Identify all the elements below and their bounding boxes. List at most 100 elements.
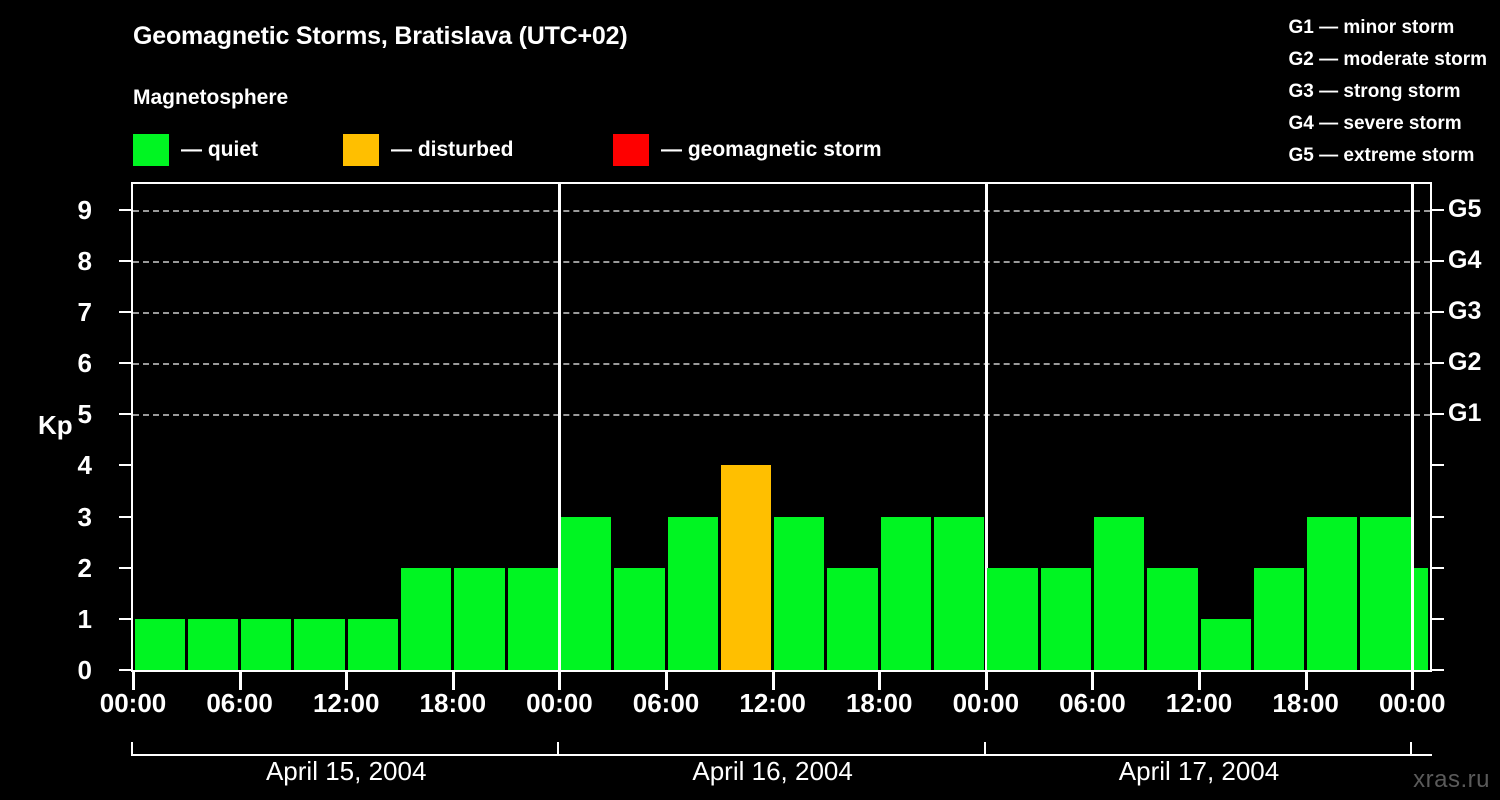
g-tick-mark-kp-9 bbox=[1432, 208, 1444, 211]
x-tick-mark-7 bbox=[878, 672, 882, 690]
day-separator-2 bbox=[984, 184, 988, 670]
legend-entry-label: — disturbed bbox=[391, 138, 514, 161]
x-tick-mark-4 bbox=[558, 672, 562, 690]
legend-entry-label: — geomagnetic storm bbox=[661, 138, 882, 161]
bar bbox=[987, 567, 1038, 670]
y-tick-label-9: 9 bbox=[77, 194, 92, 225]
gridline-kp-7 bbox=[133, 311, 1430, 314]
bar bbox=[720, 465, 772, 670]
x-tick-label-7: 18:00 bbox=[845, 688, 913, 718]
date-band-rule bbox=[131, 754, 1432, 756]
g-tick-mark-kp-7 bbox=[1432, 310, 1444, 313]
bar bbox=[454, 567, 505, 670]
watermark: xras.ru bbox=[1413, 766, 1490, 793]
bar bbox=[241, 618, 292, 670]
y-tick-mark-9 bbox=[119, 208, 131, 211]
g-tick-mark-kp-2 bbox=[1432, 566, 1444, 569]
g-tick-mark-kp-5 bbox=[1432, 413, 1444, 416]
gridline-kp-5 bbox=[133, 414, 1430, 417]
g-tick-mark-kp-0 bbox=[1432, 669, 1444, 671]
bar bbox=[1360, 516, 1411, 670]
y-tick-label-4: 4 bbox=[77, 450, 92, 481]
y-tick-mark-0 bbox=[119, 669, 131, 671]
bar bbox=[1413, 567, 1429, 670]
x-tick-label-5: 06:00 bbox=[632, 688, 700, 718]
bar bbox=[774, 516, 825, 670]
bar bbox=[134, 618, 185, 670]
g-tick-label-G4: G4 bbox=[1448, 245, 1482, 274]
y-tick-label-5: 5 bbox=[77, 399, 92, 430]
legend-entry-0: — quiet bbox=[133, 133, 258, 167]
date-band-tick-2 bbox=[983, 742, 986, 756]
g-tick-label-G5: G5 bbox=[1448, 194, 1482, 223]
y-tick-mark-3 bbox=[119, 515, 131, 518]
bar bbox=[1147, 567, 1198, 670]
x-tick-mark-10 bbox=[1198, 672, 1202, 690]
g-scale-legend: G1 — minor storm G2 — moderate storm G3 — … bbox=[1289, 12, 1488, 172]
y-tick-mark-4 bbox=[119, 464, 131, 467]
bar bbox=[507, 567, 558, 670]
plot-area bbox=[131, 182, 1432, 672]
g-tick-label-G3: G3 bbox=[1448, 296, 1482, 325]
g-tick-mark-kp-4 bbox=[1432, 464, 1444, 467]
bar bbox=[401, 567, 452, 670]
date-label-2: April 17, 2004 bbox=[1118, 756, 1280, 786]
bars-layer bbox=[133, 184, 1430, 670]
bar bbox=[614, 567, 665, 670]
green-square-icon bbox=[133, 134, 169, 166]
g-tick-mark-kp-3 bbox=[1432, 515, 1444, 518]
date-label-0: April 15, 2004 bbox=[265, 756, 427, 786]
x-tick-mark-1 bbox=[238, 672, 242, 690]
gridline-kp-9 bbox=[133, 209, 1430, 212]
x-tick-label-3: 18:00 bbox=[419, 688, 487, 718]
y-tick-label-2: 2 bbox=[77, 552, 92, 583]
g-legend-row-5: G5 — extreme storm bbox=[1288, 145, 1475, 166]
g-tick-label-G2: G2 bbox=[1448, 348, 1482, 377]
bar bbox=[667, 516, 718, 670]
legend-entry-2: — geomagnetic storm bbox=[613, 133, 882, 167]
day-separator-1 bbox=[558, 184, 562, 670]
g-legend-row-1: G1 — minor storm bbox=[1288, 17, 1455, 38]
legend-entry-1: — disturbed bbox=[343, 133, 514, 167]
bar bbox=[827, 567, 878, 670]
bar bbox=[880, 516, 932, 670]
bar bbox=[934, 516, 985, 670]
x-tick-label-12: 00:00 bbox=[1378, 688, 1446, 718]
bar bbox=[1040, 567, 1091, 670]
x-tick-mark-2 bbox=[345, 672, 349, 690]
page-title: Geomagnetic Storms, Bratislava (UTC+02) bbox=[133, 22, 628, 50]
date-band-tick-3 bbox=[1410, 742, 1413, 756]
x-tick-label-8: 00:00 bbox=[952, 688, 1020, 718]
x-tick-mark-3 bbox=[451, 672, 455, 690]
x-tick-mark-0 bbox=[132, 672, 135, 690]
y-tick-mark-5 bbox=[119, 413, 131, 416]
date-band-tick-0 bbox=[131, 742, 133, 756]
y-tick-label-6: 6 bbox=[77, 348, 92, 379]
bar bbox=[560, 516, 612, 670]
bar bbox=[1307, 516, 1358, 670]
g-tick-label-G1: G1 bbox=[1448, 399, 1482, 428]
gridline-kp-6 bbox=[133, 363, 1430, 366]
x-tick-label-11: 18:00 bbox=[1272, 688, 1339, 718]
y-tick-mark-1 bbox=[119, 617, 131, 620]
g-legend-row-2: G2 — moderate storm bbox=[1288, 49, 1488, 70]
x-tick-mark-9 bbox=[1091, 672, 1095, 690]
x-tick-label-0: 00:00 bbox=[99, 688, 167, 718]
bar bbox=[1253, 567, 1305, 670]
g-legend-row-4: G4 — severe storm bbox=[1288, 113, 1462, 134]
x-tick-mark-12 bbox=[1411, 672, 1415, 690]
x-tick-label-6: 12:00 bbox=[739, 688, 806, 718]
bar bbox=[294, 618, 345, 670]
y-tick-mark-7 bbox=[119, 310, 131, 313]
y-tick-label-3: 3 bbox=[77, 501, 92, 532]
magnetosphere-section-label: Magnetosphere bbox=[133, 86, 289, 109]
y-tick-mark-8 bbox=[119, 259, 131, 262]
x-tick-mark-11 bbox=[1304, 672, 1308, 690]
bar bbox=[1200, 618, 1251, 670]
y-tick-label-0: 0 bbox=[77, 655, 92, 685]
g-legend-row-3: G3 — strong storm bbox=[1288, 81, 1461, 102]
bar bbox=[187, 618, 239, 670]
g-tick-mark-kp-8 bbox=[1432, 259, 1444, 262]
orange-square-icon bbox=[343, 134, 379, 166]
y-tick-label-7: 7 bbox=[77, 296, 92, 327]
